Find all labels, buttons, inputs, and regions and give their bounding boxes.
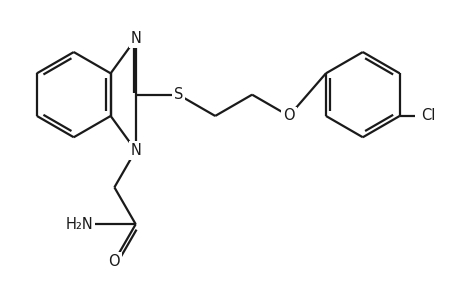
Text: N: N (130, 143, 141, 158)
Text: Cl: Cl (420, 109, 434, 124)
Text: O: O (108, 254, 120, 268)
Text: N: N (130, 32, 141, 46)
Text: H₂N: H₂N (65, 217, 93, 232)
Text: O: O (283, 109, 294, 124)
Text: S: S (173, 87, 183, 102)
